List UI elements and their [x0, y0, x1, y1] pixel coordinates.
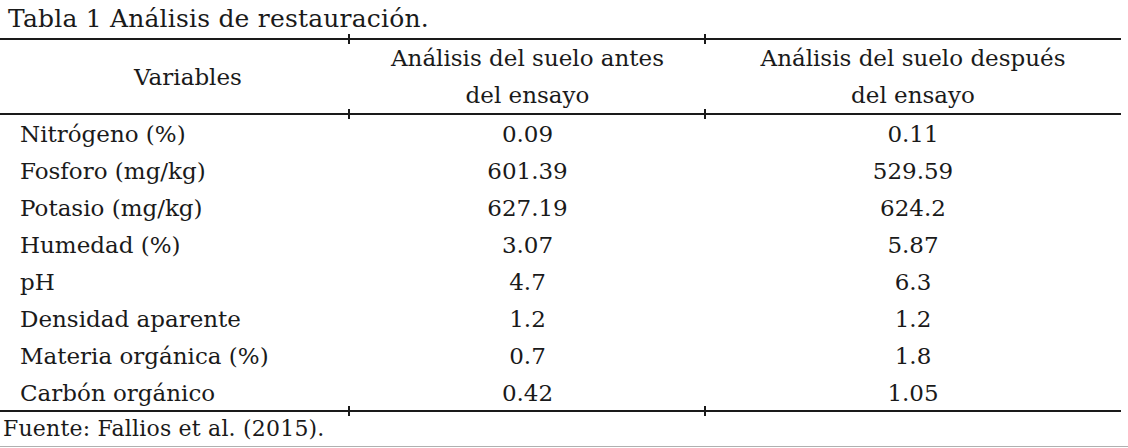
cell-variable: Densidad aparente — [0, 306, 350, 332]
table-caption: Tabla 1 Análisis de restauración. — [8, 4, 429, 33]
table-row: Fosforo (mg/kg) 601.39 529.59 — [0, 152, 1121, 189]
paper-table-page: Tabla 1 Análisis de restauración. Variab… — [0, 0, 1128, 448]
bottom-border — [0, 446, 1128, 447]
table-row: Densidad aparente 1.2 1.2 — [0, 300, 1121, 337]
cell-variable: Humedad (%) — [0, 232, 350, 258]
cell-before: 627.19 — [350, 195, 705, 221]
cell-before: 601.39 — [350, 158, 705, 184]
cell-before: 1.2 — [350, 306, 705, 332]
cell-after: 1.2 — [705, 306, 1121, 332]
cell-after: 6.3 — [705, 269, 1121, 295]
cell-before: 0.42 — [350, 380, 705, 406]
table-row: Humedad (%) 3.07 5.87 — [0, 226, 1121, 263]
cell-before: 0.7 — [350, 343, 705, 369]
cell-variable: Materia orgánica (%) — [0, 343, 350, 369]
cell-before: 4.7 — [350, 269, 705, 295]
header-after-line1: Análisis del suelo después — [705, 40, 1121, 77]
cell-after: 529.59 — [705, 158, 1121, 184]
table-row: Potasio (mg/kg) 627.19 624.2 — [0, 189, 1121, 226]
header-before-line2: del ensayo — [350, 77, 705, 114]
cell-variable: Fosforo (mg/kg) — [0, 158, 350, 184]
cell-variable: Potasio (mg/kg) — [0, 195, 350, 221]
table-row: pH 4.7 6.3 — [0, 263, 1121, 300]
cell-variable: Carbón orgánico — [0, 380, 350, 406]
cell-after: 0.11 — [705, 121, 1121, 147]
header-after-line2: del ensayo — [705, 77, 1121, 114]
header-after: Análisis del suelo después del ensayo — [705, 40, 1121, 113]
header-variables: Variables — [0, 40, 350, 113]
cell-after: 5.87 — [705, 232, 1121, 258]
table-row: Materia orgánica (%) 0.7 1.8 — [0, 337, 1121, 374]
source-note: Fuente: Fallios et al. (2015). — [3, 416, 325, 441]
cell-after: 1.8 — [705, 343, 1121, 369]
cell-after: 624.2 — [705, 195, 1121, 221]
cell-before: 0.09 — [350, 121, 705, 147]
cell-after: 1.05 — [705, 380, 1121, 406]
table-body: Nitrógeno (%) 0.09 0.11 Fosforo (mg/kg) … — [0, 115, 1121, 411]
cell-before: 3.07 — [350, 232, 705, 258]
table-row: Carbón orgánico 0.42 1.05 — [0, 374, 1121, 411]
table-header-row: Variables Análisis del suelo antes del e… — [0, 40, 1121, 113]
header-before-line1: Análisis del suelo antes — [350, 40, 705, 77]
header-before: Análisis del suelo antes del ensayo — [350, 40, 705, 113]
cell-variable: pH — [0, 269, 350, 295]
table-row: Nitrógeno (%) 0.09 0.11 — [0, 115, 1121, 152]
cell-variable: Nitrógeno (%) — [0, 121, 350, 147]
